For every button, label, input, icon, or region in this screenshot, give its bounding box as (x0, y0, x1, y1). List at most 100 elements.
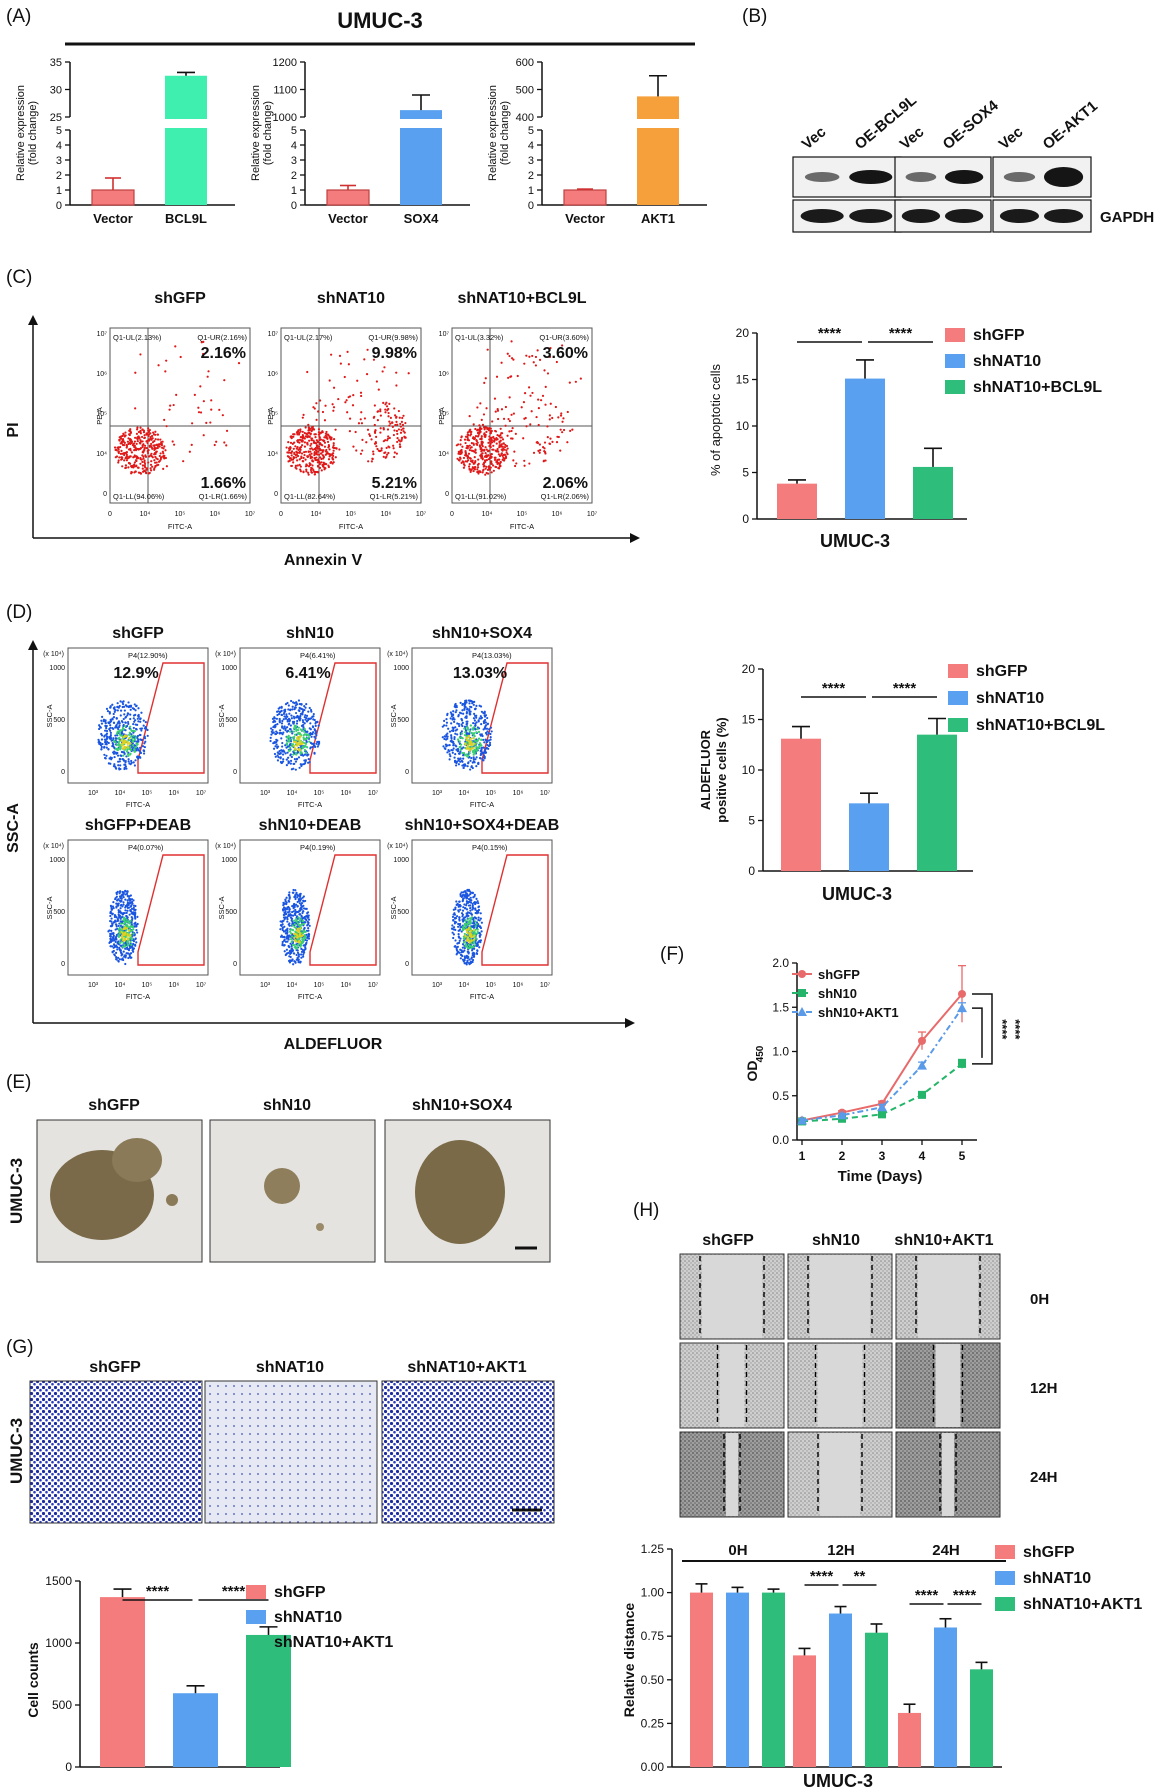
flow-event (129, 905, 132, 908)
c-quadrant-note: Q1-LL(94.06%) (113, 492, 165, 501)
flow-event (315, 742, 318, 745)
f-tick-label: 0.5 (772, 1089, 789, 1103)
flow-event (292, 435, 295, 438)
flow-event (287, 734, 290, 737)
blot-band (901, 209, 941, 223)
flow-event (487, 739, 491, 742)
flow-event (321, 439, 325, 442)
flow-event (371, 457, 374, 461)
c-quadrant-note: Q1-UR(3.60%) (539, 333, 589, 342)
flow-event (126, 941, 129, 944)
flow-event (292, 447, 295, 450)
flow-event (306, 730, 309, 733)
flow-event (498, 444, 501, 447)
flow-event (453, 736, 456, 739)
flow-event (486, 472, 490, 475)
flow-event (372, 450, 375, 453)
flow-event (310, 442, 313, 445)
flow-event (475, 745, 478, 749)
flow-event (504, 456, 507, 459)
flow-event (456, 722, 459, 725)
flow-event (484, 738, 487, 741)
flow-event (483, 718, 487, 722)
flow-event (446, 744, 449, 747)
flow-event (469, 710, 472, 713)
flow-event (361, 438, 364, 441)
flow-event (549, 346, 552, 350)
flow-event (492, 444, 495, 447)
flow-event (307, 455, 310, 458)
flow-event (277, 756, 280, 759)
flow-event (143, 444, 147, 447)
flow-event (287, 440, 290, 444)
flow-event (472, 929, 475, 932)
flow-event (301, 937, 304, 941)
flow-event (382, 426, 385, 430)
flow-event (506, 352, 509, 355)
flow-event (465, 720, 468, 723)
flow-event (160, 456, 163, 459)
flow-event (460, 436, 463, 439)
flow-event (466, 707, 469, 710)
flow-event (471, 925, 474, 928)
flow-event (294, 768, 297, 771)
flow-event (474, 724, 477, 727)
flow-event (131, 946, 134, 950)
flow-event (117, 450, 120, 453)
flow-event (151, 437, 154, 440)
flow-event (483, 741, 486, 744)
a-tick-label: 2 (291, 170, 297, 182)
flow-event (465, 941, 468, 944)
d-y-tick: 500 (53, 909, 65, 916)
d-gate-note: P4(13.03%) (472, 651, 512, 660)
flow-event (124, 909, 127, 912)
flow-event (461, 927, 465, 930)
h-scratch-gap (817, 1344, 863, 1427)
flow-event (281, 741, 284, 745)
flow-event (130, 470, 133, 474)
flow-event (466, 444, 469, 448)
flow-event (459, 743, 463, 746)
flow-event (121, 726, 124, 730)
flow-event (286, 726, 289, 729)
flow-event (468, 941, 471, 944)
flow-event (126, 901, 130, 904)
c-quadrant-note: Q1-UL(3.32%) (455, 333, 504, 342)
flow-event (308, 439, 311, 442)
panel-a-title: UMUC-3 (337, 8, 423, 33)
c-x-tick: 0 (108, 511, 112, 518)
flow-event (308, 760, 311, 764)
flow-event (473, 719, 476, 722)
flow-event (469, 433, 473, 436)
c-sig-label: **** (818, 325, 842, 342)
flow-event (304, 947, 307, 951)
flow-event (111, 717, 114, 720)
flow-event (289, 708, 292, 711)
flow-event (115, 958, 118, 961)
flow-event (112, 943, 116, 946)
flow-event (135, 941, 138, 944)
flow-event (454, 702, 457, 706)
flow-event (302, 436, 305, 439)
flow-event (389, 422, 392, 425)
d-x-tick: 10⁵ (486, 982, 497, 989)
flow-event (124, 464, 128, 467)
flow-event (311, 745, 314, 749)
h-tick-label: 0.75 (641, 1629, 665, 1643)
flow-event (307, 916, 310, 919)
panel-label-d: (D) (6, 602, 32, 623)
flow-event (466, 912, 469, 916)
flow-event (295, 450, 298, 453)
flow-event (465, 902, 468, 905)
flow-event (454, 753, 457, 756)
d-x-tick: 10⁶ (513, 982, 524, 989)
flow-event (488, 444, 491, 447)
flow-event (307, 710, 310, 713)
flow-event (133, 750, 136, 753)
flow-event (288, 738, 291, 741)
flow-event (506, 434, 509, 437)
flow-event (143, 461, 146, 464)
flow-event (132, 761, 135, 764)
flow-event (462, 456, 466, 460)
d-exponent: (x 10⁴) (215, 843, 236, 850)
